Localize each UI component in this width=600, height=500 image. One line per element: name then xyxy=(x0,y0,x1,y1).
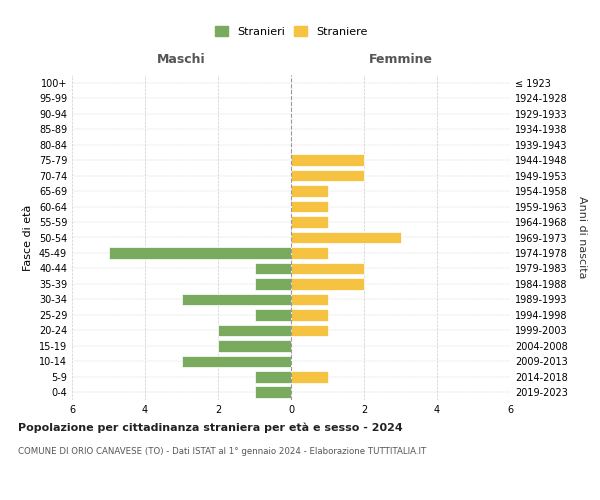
Bar xyxy=(291,170,364,181)
Y-axis label: Anni di nascita: Anni di nascita xyxy=(577,196,587,279)
Bar xyxy=(291,309,328,320)
Bar xyxy=(291,278,364,289)
Bar xyxy=(254,278,291,289)
Bar xyxy=(254,262,291,274)
Bar xyxy=(254,371,291,382)
Bar xyxy=(291,294,328,305)
Bar xyxy=(291,216,328,228)
Bar xyxy=(291,324,328,336)
Text: Maschi: Maschi xyxy=(157,52,206,66)
Bar xyxy=(182,356,291,367)
Y-axis label: Fasce di età: Fasce di età xyxy=(23,204,33,270)
Bar xyxy=(291,186,328,197)
Bar xyxy=(218,324,291,336)
Bar xyxy=(291,262,364,274)
Bar xyxy=(291,232,401,243)
Bar xyxy=(291,154,364,166)
Bar xyxy=(254,309,291,320)
Legend: Stranieri, Straniere: Stranieri, Straniere xyxy=(210,22,372,42)
Bar xyxy=(254,386,291,398)
Text: Femmine: Femmine xyxy=(368,52,433,66)
Text: COMUNE DI ORIO CANAVESE (TO) - Dati ISTAT al 1° gennaio 2024 - Elaborazione TUTT: COMUNE DI ORIO CANAVESE (TO) - Dati ISTA… xyxy=(18,448,426,456)
Bar xyxy=(218,340,291,351)
Bar xyxy=(291,200,328,212)
Bar xyxy=(291,371,328,382)
Bar xyxy=(291,247,328,259)
Text: Popolazione per cittadinanza straniera per età e sesso - 2024: Popolazione per cittadinanza straniera p… xyxy=(18,422,403,433)
Bar xyxy=(182,294,291,305)
Bar xyxy=(109,247,291,259)
